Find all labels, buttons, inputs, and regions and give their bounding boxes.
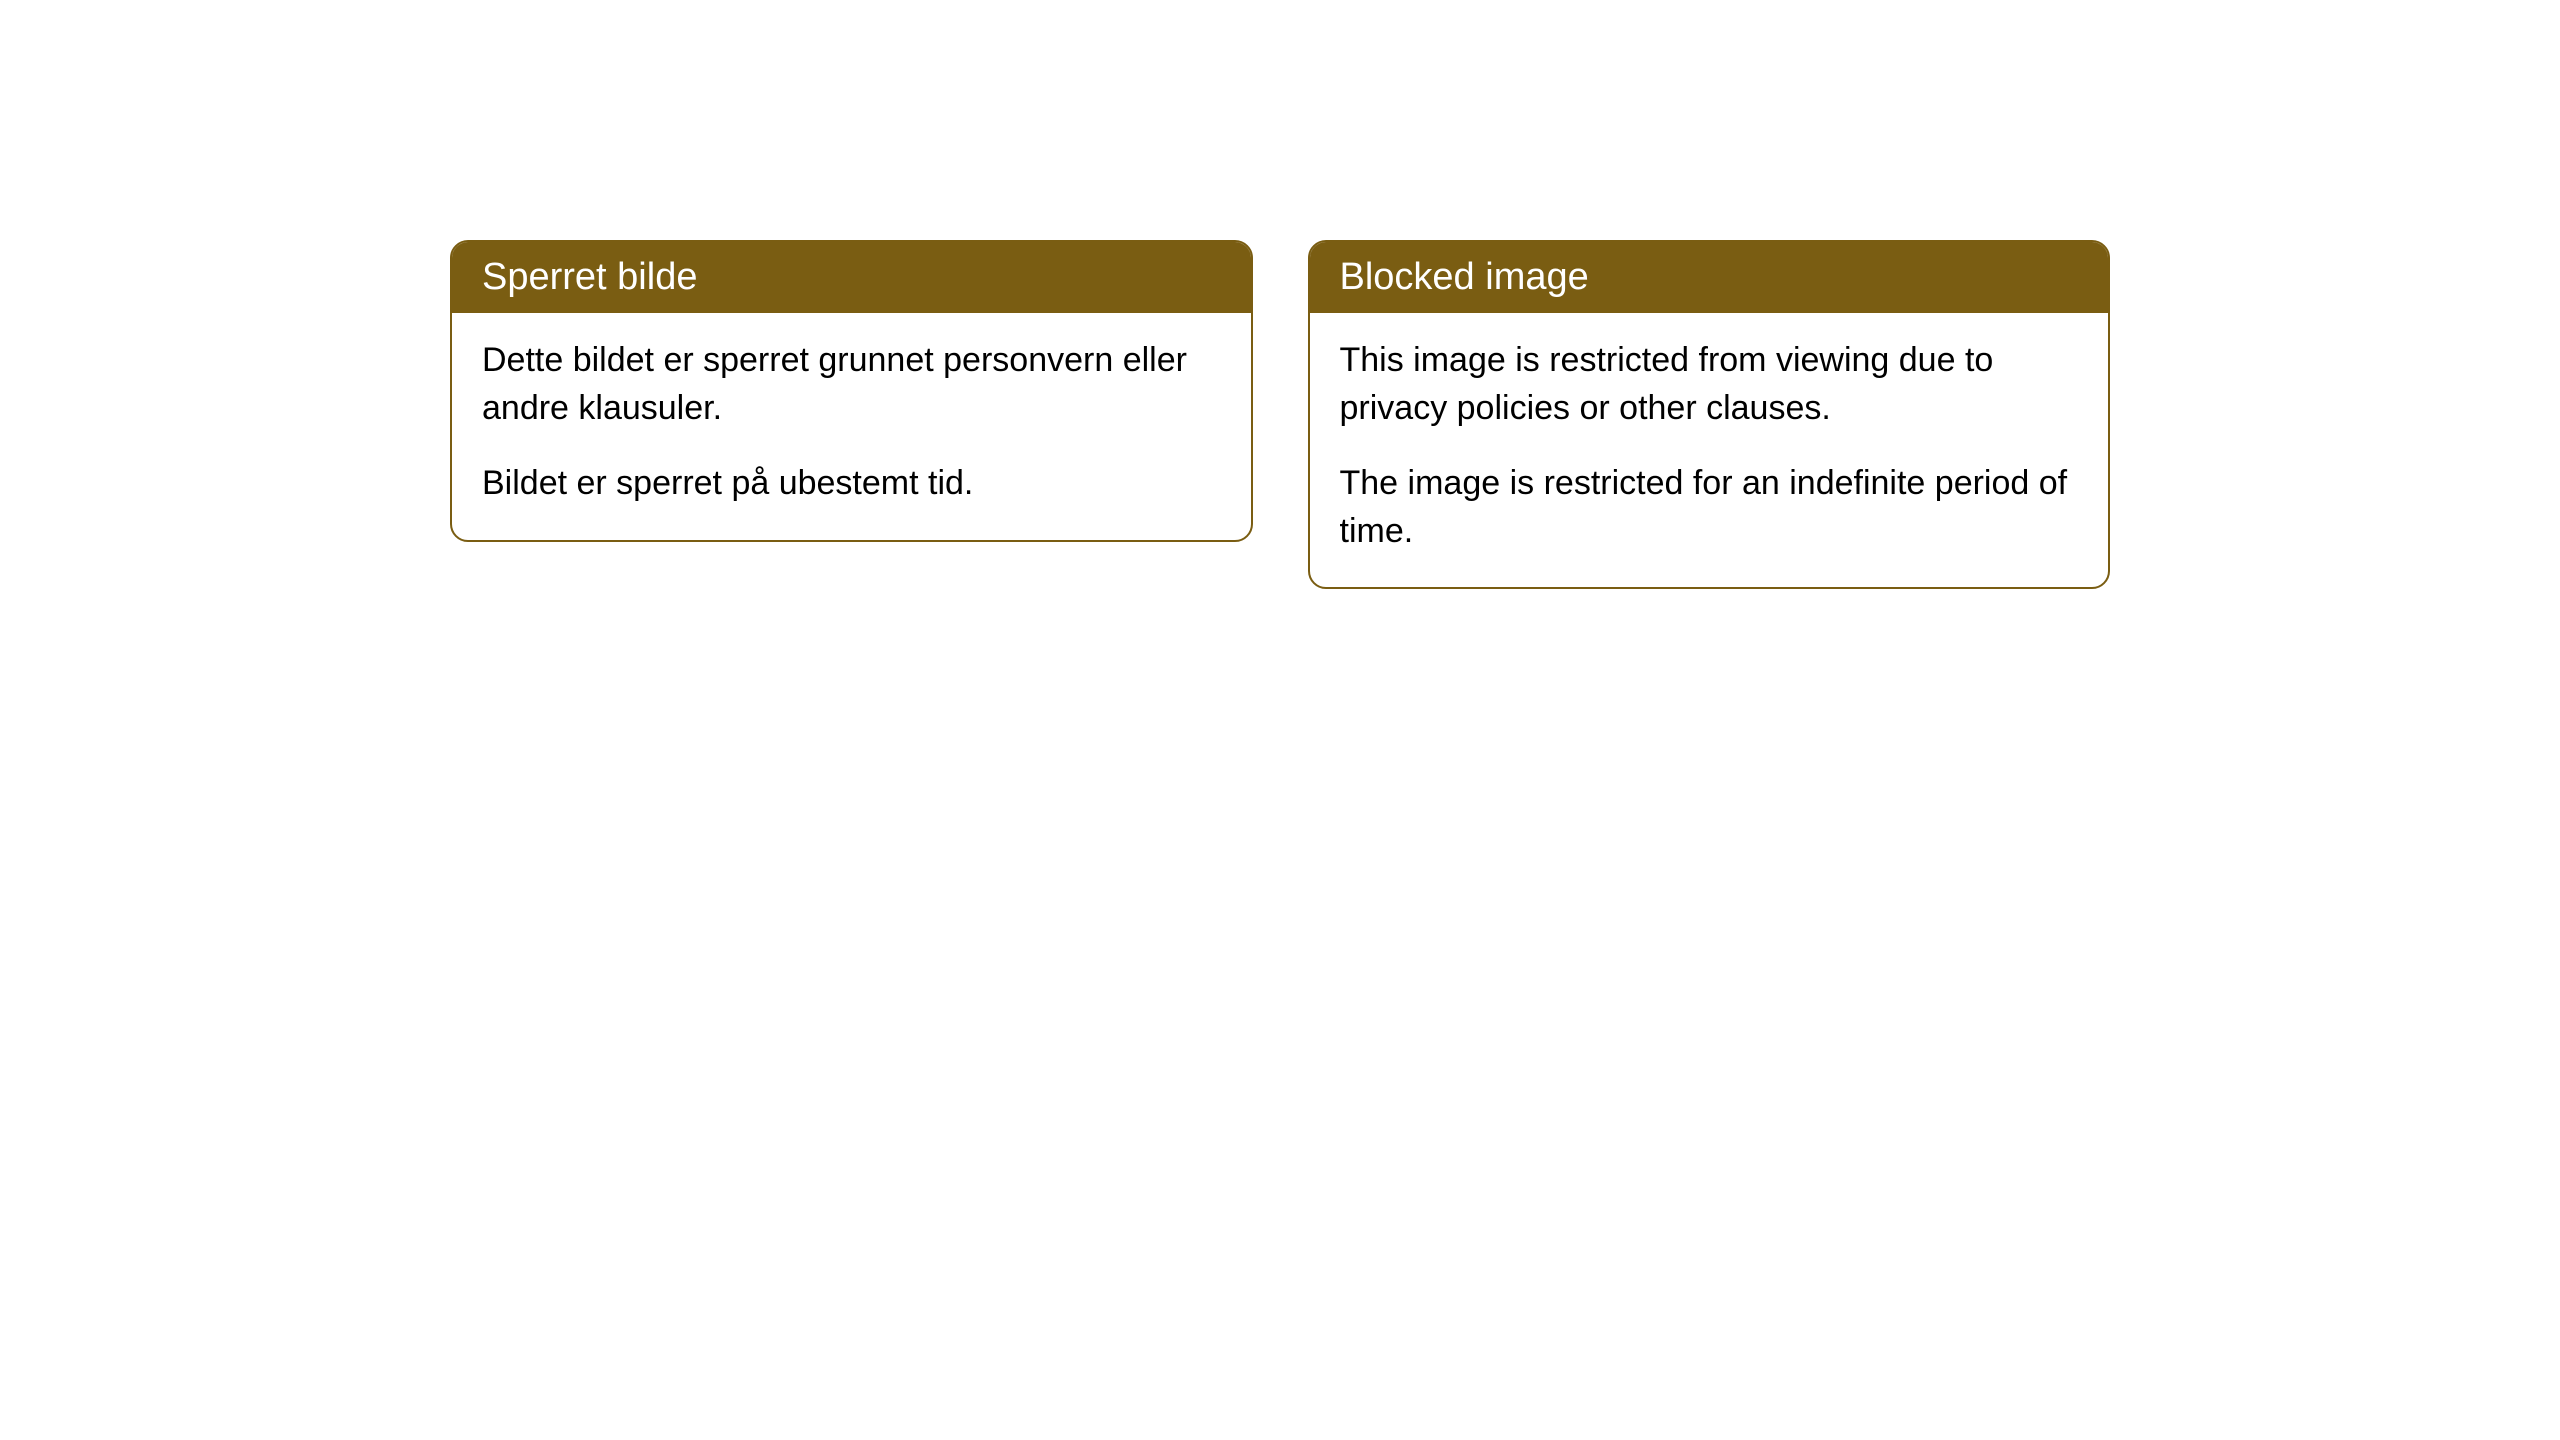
card-title: Sperret bilde (482, 256, 697, 298)
card-body: Dette bildet er sperret grunnet personve… (452, 313, 1251, 540)
card-paragraph: Dette bildet er sperret grunnet personve… (482, 337, 1221, 432)
card-header: Sperret bilde (452, 242, 1251, 313)
card-paragraph: This image is restricted from viewing du… (1340, 337, 2079, 432)
blocked-image-card-english: Blocked image This image is restricted f… (1308, 240, 2111, 589)
card-title: Blocked image (1340, 256, 1589, 298)
card-body: This image is restricted from viewing du… (1310, 313, 2109, 587)
card-header: Blocked image (1310, 242, 2109, 313)
blocked-image-card-norwegian: Sperret bilde Dette bildet er sperret gr… (450, 240, 1253, 542)
card-paragraph: Bildet er sperret på ubestemt tid. (482, 460, 1221, 508)
card-paragraph: The image is restricted for an indefinit… (1340, 460, 2079, 555)
